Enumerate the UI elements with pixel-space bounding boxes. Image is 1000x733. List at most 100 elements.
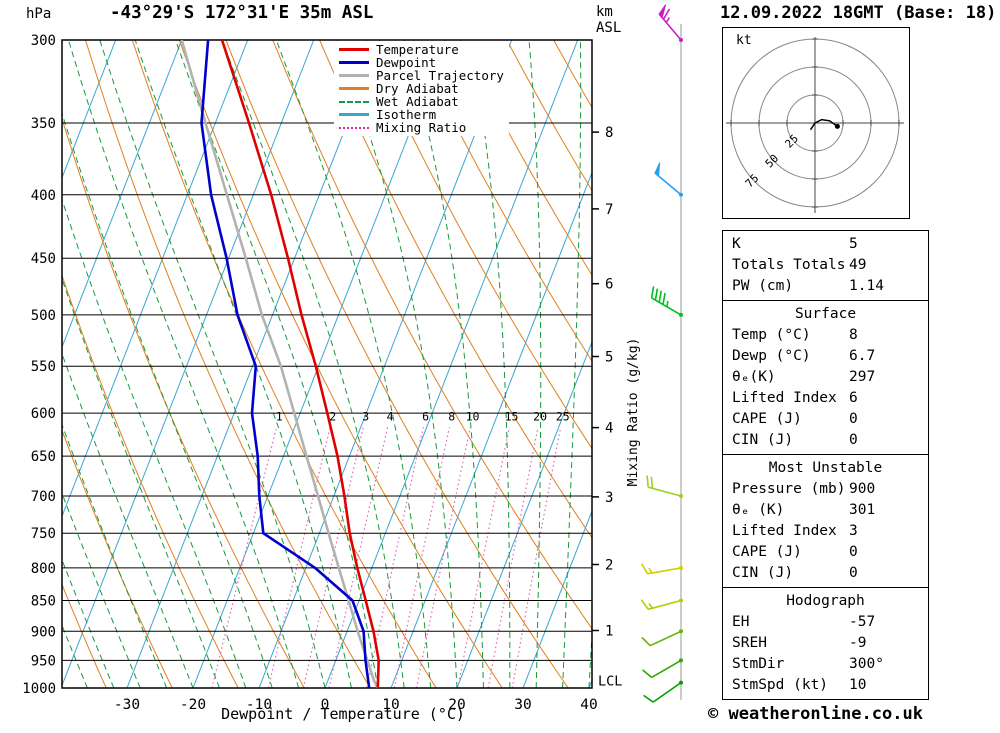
hodograph-unit-label: kt: [736, 33, 752, 48]
wind-barb-staff: [643, 681, 682, 703]
wind-barb: [658, 4, 683, 42]
legend-item: Isotherm: [339, 107, 504, 122]
legend-label: Dry Adiabat: [376, 81, 459, 96]
dry-adiabat-line: [85, 40, 371, 688]
dry-adiabat-line: [459, 40, 592, 277]
stat-row: θₑ (K) 301: [723, 500, 928, 521]
stat-row: Temp (°C) 8: [723, 325, 928, 346]
wind-barb-staff: [641, 563, 682, 575]
stat-value: 3: [849, 523, 858, 539]
stat-value: 297: [849, 369, 876, 385]
wet-adiabat-line: [62, 111, 273, 688]
stat-label: Pressure (mb): [732, 481, 846, 497]
legend-label: Wet Adiabat: [376, 94, 459, 109]
wind-barb: [654, 162, 683, 197]
wind-barb-station-dot: [679, 312, 683, 317]
legend-label: Dewpoint: [376, 55, 437, 70]
wet-adiabat-line: [62, 491, 141, 688]
chart-legend: Temperature Dewpoint Parcel Trajectory Dry …: [334, 41, 509, 136]
legend-line-sample: [339, 113, 369, 116]
stat-label: SREH: [732, 635, 767, 651]
dry-adiabat-line: [319, 40, 592, 539]
pressure-tick-label: 350: [31, 116, 56, 132]
stats-panel-hodograph: Hodograph EH -57 SREH -9 StmDir 300° StmSpd (kt…: [722, 587, 929, 700]
wind-barb: [641, 629, 683, 647]
mixing-ratio-value-label: 10: [466, 410, 480, 424]
isotherm-line: [126, 40, 381, 688]
legend-line-sample: [339, 74, 369, 77]
stat-row: Lifted Index 6: [723, 388, 928, 409]
panel-header: Surface: [794, 306, 857, 322]
mixing-ratio-line: [302, 427, 364, 688]
legend-line-sample: [339, 61, 369, 64]
pressure-tick-label: 550: [31, 359, 56, 375]
pressure-tick-label: 800: [31, 561, 56, 577]
height-axis-unit-km: km: [596, 4, 613, 20]
hodograph-trace: [809, 118, 838, 131]
mixing-ratio-line: [328, 427, 389, 688]
wet-adiabat-line: [221, 40, 405, 688]
stat-value: 900: [849, 481, 876, 497]
stat-value: 6: [849, 390, 858, 406]
stat-label: K: [732, 236, 741, 252]
legend-line-sample: [339, 100, 369, 103]
legend-item: Temperature: [339, 42, 504, 57]
pressure-axis-unit: hPa: [26, 6, 52, 22]
mixing-ratio-value-label: 1: [276, 410, 283, 424]
stats-panel-indices: K 5 Totals Totals 49 PW (cm) 1.14: [722, 230, 929, 301]
wet-adiabat-line: [62, 277, 220, 688]
stat-row: CIN (J) 0: [723, 563, 928, 584]
stat-row: CAPE (J) 0: [723, 409, 928, 430]
wind-barb-staff: [654, 172, 682, 196]
legend-item: Dewpoint: [339, 55, 504, 70]
isotherm-line: [390, 171, 592, 688]
wind-barb: [642, 658, 683, 679]
temp-tick-label: 10: [382, 697, 399, 713]
stat-value: 49: [849, 257, 867, 273]
stat-label: Lifted Index: [732, 523, 837, 539]
km-tick-label: 5: [605, 350, 613, 366]
pressure-tick-label: 700: [31, 489, 56, 505]
wind-barb: [641, 563, 683, 575]
isotherm-line: [522, 509, 592, 688]
wet-adiabat-line: [62, 423, 168, 688]
temp-tick-label: -20: [180, 697, 206, 713]
panel-header: Hodograph: [786, 593, 865, 609]
legend-label: Parcel Trajectory: [376, 68, 504, 83]
panel-header: Most Unstable: [768, 460, 883, 476]
wind-barb-staff: [640, 599, 682, 611]
legend-item: Wet Adiabat: [339, 94, 504, 109]
stat-value: -9: [849, 635, 867, 651]
mixing-ratio-value-label: 20: [533, 410, 547, 424]
pressure-tick-label: 850: [31, 594, 56, 610]
stat-row: θₑ(K) 297: [723, 367, 928, 388]
stat-label: CIN (J): [732, 432, 794, 448]
stat-label: Lifted Index: [732, 390, 837, 406]
stat-row: StmSpd (kt) 10: [723, 675, 928, 696]
plot-border: [61, 39, 593, 689]
isotherm-line: [62, 40, 117, 180]
wind-barb-station-dot: [679, 598, 683, 603]
stat-row: Dewp (°C) 6.7: [723, 346, 928, 367]
stat-label: StmSpd (kt): [732, 677, 829, 693]
km-tick-label: 7: [605, 202, 613, 218]
mixing-ratio-line: [211, 427, 278, 688]
stat-label: θₑ (K): [732, 502, 785, 518]
legend-line-sample: [339, 48, 369, 51]
wind-barb-station-dot: [679, 565, 683, 570]
stat-label: EH: [732, 614, 750, 630]
copyright: © weatheronline.co.uk: [708, 704, 923, 724]
stat-value: 0: [849, 411, 858, 427]
temp-tick-label: 20: [448, 697, 465, 713]
wet-adiabat-line: [562, 40, 582, 688]
stat-label: Dewp (°C): [732, 348, 811, 364]
dry-adiabat-line: [62, 428, 173, 688]
mixing-ratio-value-label: 15: [505, 410, 519, 424]
stat-label: CIN (J): [732, 565, 794, 581]
legend-label: Temperature: [376, 42, 459, 57]
stat-label: CAPE (J): [732, 544, 802, 560]
wet-adiabat-line: [337, 40, 458, 688]
stat-row: CIN (J) 0: [723, 430, 928, 451]
wind-barb-station-dot: [679, 494, 683, 498]
